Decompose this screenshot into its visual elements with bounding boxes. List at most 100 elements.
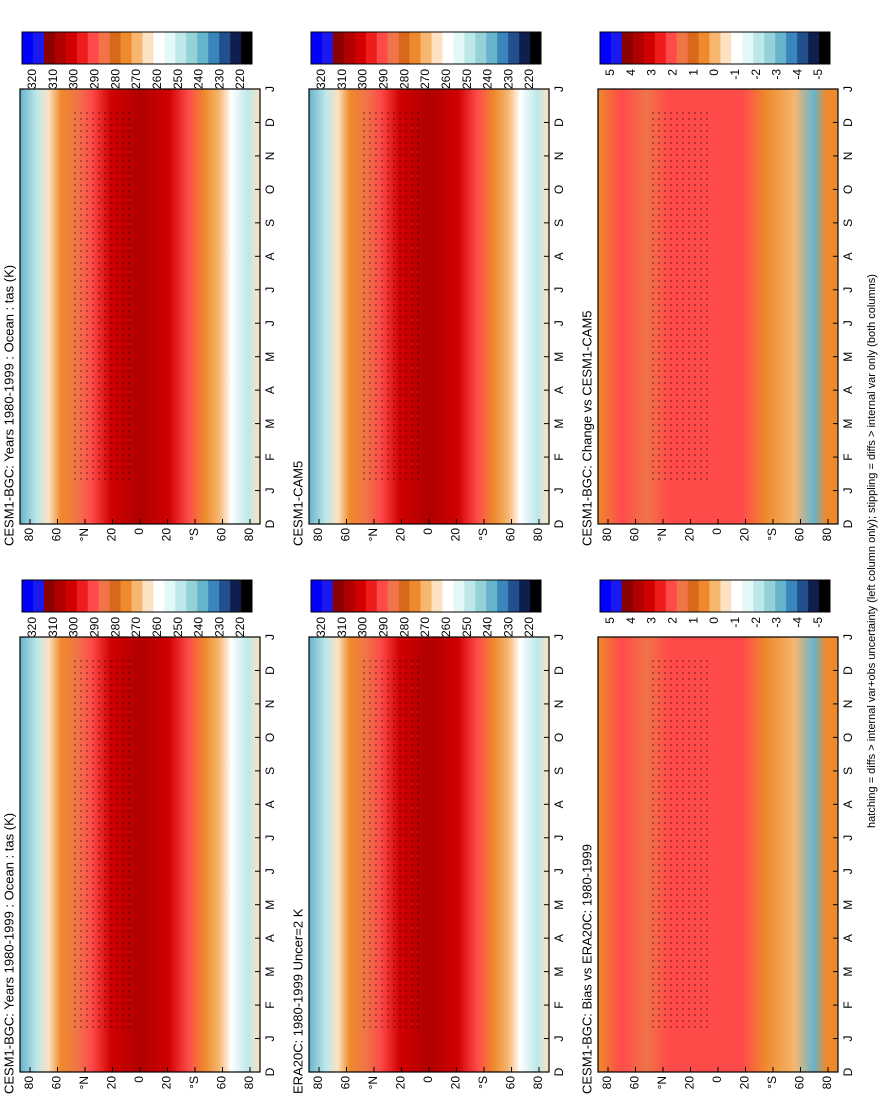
colorbar-swatch <box>676 32 688 64</box>
colorbar-swatch <box>376 580 388 612</box>
month-label: J <box>552 634 566 640</box>
month-label: S <box>552 219 566 227</box>
colorbar-swatch <box>797 580 809 612</box>
colorbar-swatch <box>508 32 520 64</box>
colorbar-swatch <box>687 32 699 64</box>
colorbar-label: -2 <box>749 69 763 80</box>
lat-label: 80 <box>820 1076 834 1090</box>
month-label: J <box>552 868 566 874</box>
lat-label: °N <box>77 1076 91 1089</box>
panel-title: CESM1-BGC: Change vs CESM1-CAM5 <box>579 310 594 546</box>
lat-label: 80 <box>531 528 545 542</box>
colorbar-swatch <box>332 32 345 64</box>
colorbar-swatch <box>731 580 743 612</box>
colorbar-swatch <box>464 580 476 612</box>
month-label: F <box>552 1001 566 1008</box>
stippling <box>359 109 419 484</box>
colorbar-swatch <box>709 580 721 612</box>
colorbar-swatch <box>808 32 820 64</box>
colorbar-swatch <box>698 580 710 612</box>
colorbar-swatch <box>621 580 634 612</box>
month-label: S <box>841 767 855 775</box>
colorbar-label: -1 <box>728 69 742 80</box>
panel-title: CESM1-BGC: Years 1980-1999 : Ocean : tas… <box>1 813 16 1094</box>
month-label: J <box>552 835 566 841</box>
month-label: O <box>552 733 566 742</box>
colorbar-swatch <box>120 580 132 612</box>
colorbar-swatch <box>387 32 399 64</box>
month-label: A <box>841 252 855 260</box>
panel: ERA20C: 1980-1999 Uncer=2 K D J F M A M J J A S O N D… <box>290 579 566 1094</box>
month-label: J <box>841 835 855 841</box>
lat-label: 20 <box>738 528 752 542</box>
colorbar-label: 220 <box>233 69 247 89</box>
colorbar-swatch <box>676 580 688 612</box>
month-label: A <box>263 386 277 394</box>
colorbar-label: 220 <box>233 617 247 637</box>
colorbar-swatch <box>775 32 787 64</box>
colorbar-label: 260 <box>439 617 453 637</box>
lat-label: 80 <box>22 528 36 542</box>
colorbar-label: 230 <box>501 69 515 89</box>
colorbar-label: 3 <box>645 69 659 76</box>
colorbar-swatch <box>720 32 732 64</box>
colorbar-label: 250 <box>460 617 474 637</box>
colorbar-label: 230 <box>212 617 226 637</box>
colorbar-swatch <box>208 580 220 612</box>
footer: hatching = diffs > internal var+obs unce… <box>866 274 878 828</box>
colorbar-swatch <box>241 32 253 64</box>
colorbar-swatch <box>164 32 176 64</box>
lat-label: °N <box>655 528 669 541</box>
month-label: J <box>263 634 277 640</box>
colorbar-frame <box>599 31 831 65</box>
colorbar-label: 310 <box>46 69 60 89</box>
month-label: N <box>552 700 566 709</box>
panel: CESM1-BGC: Years 1980-1999 : Ocean : tas… <box>1 31 277 546</box>
month-label: J <box>263 1036 277 1042</box>
month-label: J <box>263 488 277 494</box>
month-label: D <box>841 118 855 127</box>
colorbar-label: 3 <box>645 617 659 624</box>
month-label: J <box>552 320 566 326</box>
lat-label: 20 <box>449 1076 463 1090</box>
stippling <box>648 657 708 1032</box>
colorbar-swatch <box>142 580 154 612</box>
month-label: D <box>263 118 277 127</box>
month-label: O <box>552 185 566 194</box>
colorbar-swatch <box>87 32 99 64</box>
month-label: A <box>263 934 277 942</box>
colorbar-swatch <box>409 580 421 612</box>
colorbar-swatch <box>610 32 623 64</box>
month-label: D <box>841 666 855 675</box>
lat-label: 20 <box>394 1076 408 1090</box>
colorbar-swatch <box>142 32 154 64</box>
colorbar-label: -4 <box>790 617 804 628</box>
month-label: M <box>552 419 566 429</box>
colorbar-label: -3 <box>770 617 784 628</box>
lat-label: 60 <box>628 1076 642 1090</box>
colorbar-swatch <box>453 580 465 612</box>
colorbar-label: 290 <box>88 617 102 637</box>
lat-label: °S <box>765 528 779 541</box>
month-label: O <box>263 733 277 742</box>
colorbar-swatch <box>475 580 487 612</box>
colorbar-swatch <box>153 32 165 64</box>
month-label: D <box>841 519 855 528</box>
colorbar-label: 4 <box>624 617 638 624</box>
lat-label: 60 <box>504 528 518 542</box>
colorbar-label: 280 <box>397 617 411 637</box>
colorbar-swatch <box>786 580 798 612</box>
month-label: J <box>263 287 277 293</box>
month-label: O <box>263 185 277 194</box>
colorbar-swatch <box>376 32 388 64</box>
colorbar-swatch <box>665 580 677 612</box>
colorbar-label: -1 <box>728 617 742 628</box>
month-label: M <box>841 352 855 362</box>
colorbar-label: 260 <box>150 617 164 637</box>
colorbar-swatch <box>486 32 498 64</box>
month-label: J <box>841 634 855 640</box>
contour-field <box>309 89 549 524</box>
month-label: D <box>552 666 566 675</box>
colorbar-swatch <box>753 580 765 612</box>
